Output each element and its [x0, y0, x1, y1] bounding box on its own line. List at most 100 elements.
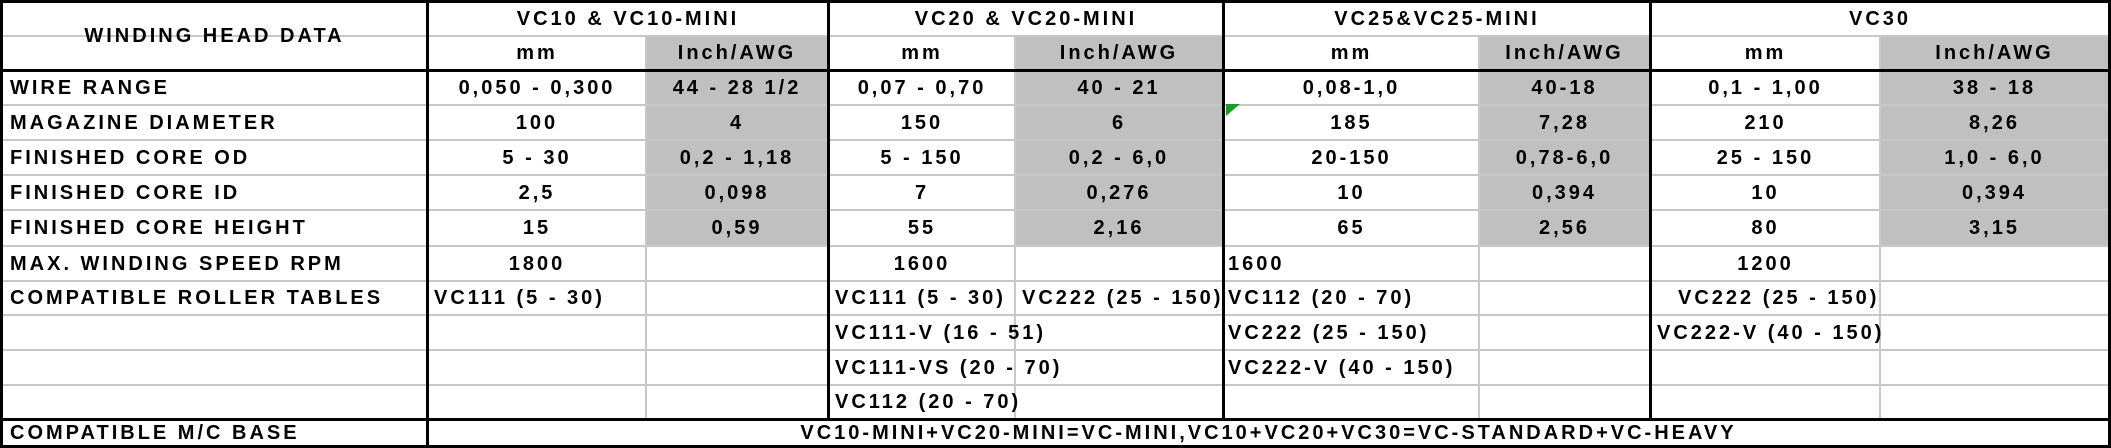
core-id-vc20-inch: 0,276 — [1086, 181, 1152, 204]
gridline-v — [645, 36, 647, 418]
roller-table-vc25: VC112 (20 - 70) — [1228, 287, 1415, 309]
border-left — [0, 0, 3, 448]
border-base-top — [0, 418, 2111, 421]
roller-table-vc25: VC222 (25 - 150) — [1228, 321, 1430, 344]
core-od-vc10-mm: 5 - 30 — [502, 146, 572, 169]
core-od-vc25-inch: 0,78-6,0 — [1515, 146, 1614, 169]
compatible-mc-base-value: VC10-MINI+VC20-MINI=VC-MINI,VC10+VC20+VC… — [800, 422, 1737, 444]
gridline-h — [0, 349, 2111, 351]
row-label-finished-core-height: FINISHED CORE HEIGHT — [10, 217, 308, 239]
wire-range-vc25-mm: 0,08-1,0 — [1302, 77, 1401, 99]
magazine-diameter-vc25-inch: 7,28 — [1539, 111, 1590, 134]
gridline-h — [0, 139, 2111, 141]
gridline-h — [0, 314, 2111, 316]
border-vc10-vc20 — [827, 0, 830, 418]
wire-range-vc30-inch: 38 - 18 — [1952, 77, 2037, 99]
roller-table-vc20: VC111-VS (20 - 70) — [835, 356, 1063, 379]
unit-inch-vc25: Inch/AWG — [1505, 42, 1624, 64]
border-top — [0, 0, 2111, 3]
border-header-bottom — [0, 69, 2111, 72]
row-label-compatible-mc-base: COMPATIBLE M/C BASE — [10, 422, 300, 444]
unit-inch-vc30: Inch/AWG — [1935, 42, 2054, 64]
roller-table-vc10: VC111 (5 - 30) — [434, 287, 605, 309]
row-label-compatible-roller-tables: COMPATIBLE ROLLER TABLES — [10, 287, 384, 309]
magazine-diameter-vc20-inch: 6 — [1111, 111, 1127, 134]
gridline-h — [0, 35, 2111, 37]
gridline-v — [1014, 36, 1016, 418]
roller-table-vc20: VC111-V (16 - 51) — [835, 321, 1047, 344]
roller-table-vc30: VC222 (25 - 150) — [1678, 287, 1880, 309]
core-id-vc30-mm: 10 — [1751, 181, 1780, 204]
row-label-magazine-diameter: MAGAZINE DIAMETER — [10, 111, 278, 134]
unit-mm-vc30: mm — [1744, 42, 1787, 64]
border-right — [2108, 0, 2111, 448]
border-label-col — [426, 0, 429, 448]
header-model-vc30: VC30 — [1848, 8, 1912, 30]
speed-vc10: 1800 — [508, 252, 566, 275]
wire-range-vc10-mm: 0,050 - 0,300 — [458, 77, 616, 99]
roller-table-vc25: VC222-V (40 - 150) — [1228, 356, 1456, 379]
comment-marker-icon — [1226, 104, 1240, 116]
header-model-vc20: VC20 & VC20-MINI — [914, 8, 1138, 30]
core-id-vc25-inch: 0,394 — [1531, 181, 1598, 204]
unit-mm-vc10: mm — [516, 42, 558, 64]
core-od-vc30-inch: 1,0 - 6,0 — [1944, 146, 2045, 169]
border-vc20-vc25 — [1222, 0, 1225, 418]
speed-vc20: 1600 — [893, 252, 951, 275]
row-label-wire-range: WIRE RANGE — [10, 77, 170, 99]
roller-table-vc30: VC222-V (40 - 150) — [1657, 321, 1885, 344]
core-id-vc10-inch: 0,098 — [704, 181, 770, 204]
core-od-vc20-inch: 0,2 - 6,0 — [1068, 146, 1170, 169]
core-id-vc30-inch: 0,394 — [1961, 181, 2028, 204]
header-model-vc10: VC10 & VC10-MINI — [516, 8, 740, 30]
core-height-vc30-mm: 80 — [1751, 217, 1780, 239]
gridline-h — [0, 174, 2111, 176]
magazine-diameter-vc25-mm: 185 — [1330, 111, 1373, 134]
wire-range-vc20-mm: 0,07 - 0,70 — [857, 77, 987, 99]
wire-range-vc20-inch: 40 - 21 — [1077, 77, 1161, 99]
row-label-finished-core-od: FINISHED CORE OD — [10, 146, 251, 169]
magazine-diameter-vc30-mm: 210 — [1744, 111, 1787, 134]
unit-mm-vc20: mm — [901, 42, 943, 64]
gridline-h — [0, 245, 2111, 247]
border-bottom — [0, 445, 2111, 448]
core-id-vc25-mm: 10 — [1337, 181, 1366, 204]
core-height-vc25-inch: 2,56 — [1539, 217, 1590, 239]
roller-table-vc20: VC222 (25 - 150) — [1022, 287, 1224, 309]
wire-range-vc30-mm: 0,1 - 1,00 — [1708, 77, 1823, 99]
gridline-h — [0, 384, 2111, 386]
header-row-title: WINDING HEAD DATA — [84, 25, 345, 47]
gridline-v — [1879, 36, 1881, 418]
gridline-h — [0, 104, 2111, 106]
speed-vc30: 1200 — [1737, 252, 1794, 275]
magazine-diameter-vc10-mm: 100 — [515, 111, 559, 134]
speed-vc25: 1600 — [1228, 252, 1285, 275]
border-vc25-vc30 — [1649, 0, 1652, 418]
core-od-vc20-mm: 5 - 150 — [880, 146, 964, 169]
unit-mm-vc25: mm — [1330, 42, 1373, 64]
magazine-diameter-vc30-inch: 8,26 — [1969, 111, 2020, 134]
row-label-finished-core-id: FINISHED CORE ID — [10, 181, 241, 204]
unit-inch-vc20: Inch/AWG — [1059, 42, 1179, 64]
core-height-vc20-mm: 55 — [907, 217, 937, 239]
wire-range-vc25-inch: 40-18 — [1531, 77, 1598, 99]
roller-table-vc20: VC111 (5 - 30) — [835, 287, 1006, 309]
wire-range-vc10-inch: 44 - 28 1/2 — [672, 77, 802, 99]
row-label-max-winding-speed: MAX. WINDING SPEED RPM — [10, 252, 344, 275]
core-id-vc10-mm: 2,5 — [518, 181, 556, 204]
roller-table-vc20: VC112 (20 - 70) — [835, 391, 1022, 413]
gridline-v — [1478, 36, 1480, 418]
core-height-vc10-mm: 15 — [522, 217, 552, 239]
gridline-h — [0, 280, 2111, 282]
header-model-vc25: VC25&VC25-MINI — [1334, 8, 1540, 30]
core-id-vc20-mm: 7 — [914, 181, 930, 204]
core-height-vc30-inch: 3,15 — [1969, 217, 2020, 239]
gridline-h — [0, 209, 2111, 211]
magazine-diameter-vc20-mm: 150 — [900, 111, 944, 134]
core-height-vc20-inch: 2,16 — [1093, 217, 1145, 239]
magazine-diameter-vc10-inch: 4 — [729, 111, 745, 134]
core-height-vc25-mm: 65 — [1337, 217, 1366, 239]
core-od-vc30-mm: 25 - 150 — [1716, 146, 1815, 169]
unit-inch-vc10: Inch/AWG — [677, 42, 797, 64]
